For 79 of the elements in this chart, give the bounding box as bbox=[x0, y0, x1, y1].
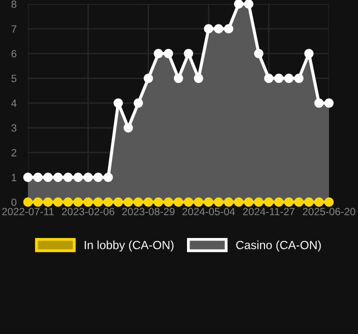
point bbox=[164, 48, 174, 58]
point bbox=[43, 172, 53, 182]
y-tick-label: 1 bbox=[12, 174, 16, 182]
point bbox=[324, 197, 334, 207]
point bbox=[43, 197, 53, 207]
point bbox=[294, 74, 304, 83]
point bbox=[154, 48, 164, 58]
point bbox=[154, 197, 164, 207]
y-tick-label: 5 bbox=[11, 74, 16, 82]
point bbox=[73, 197, 83, 207]
x-tick-label: 2024-05-04 bbox=[182, 208, 235, 216]
point bbox=[124, 123, 133, 132]
y-tick-label: 4 bbox=[11, 100, 17, 107]
point bbox=[304, 197, 314, 207]
x-tick-label: 2023-08-29 bbox=[122, 208, 175, 216]
y-tick-label: 3 bbox=[11, 124, 16, 132]
point bbox=[264, 197, 274, 207]
point bbox=[73, 172, 83, 182]
point bbox=[33, 172, 43, 182]
y-tick-label: 2 bbox=[12, 149, 16, 156]
point bbox=[274, 74, 284, 83]
point bbox=[114, 197, 123, 207]
point bbox=[174, 74, 184, 83]
point bbox=[204, 197, 214, 207]
point bbox=[94, 197, 103, 207]
point bbox=[284, 197, 294, 207]
point bbox=[324, 98, 334, 108]
point bbox=[83, 197, 93, 207]
x-tick-label: 2025-06-20 bbox=[302, 208, 356, 216]
point bbox=[194, 197, 204, 207]
point bbox=[83, 172, 93, 182]
point bbox=[304, 48, 314, 58]
point bbox=[104, 172, 113, 182]
point bbox=[214, 197, 224, 207]
point bbox=[224, 24, 234, 34]
point bbox=[94, 172, 103, 182]
x-tick-label: 2022-07-11 bbox=[2, 208, 54, 216]
point bbox=[184, 197, 194, 207]
point bbox=[274, 197, 284, 207]
point bbox=[234, 197, 244, 207]
point bbox=[23, 197, 33, 207]
point bbox=[184, 48, 194, 58]
legend-label: In lobby (CA-ON) bbox=[84, 240, 174, 252]
x-tick-label: 2024-11-27 bbox=[243, 208, 295, 216]
point bbox=[284, 74, 294, 83]
point bbox=[174, 197, 184, 207]
y-tick-label: 0 bbox=[11, 198, 16, 206]
point bbox=[314, 98, 324, 108]
point bbox=[204, 24, 214, 34]
point bbox=[134, 98, 143, 108]
point bbox=[63, 197, 73, 207]
point bbox=[224, 197, 234, 207]
point bbox=[234, 0, 244, 9]
point bbox=[124, 197, 133, 207]
point bbox=[104, 197, 113, 207]
point bbox=[114, 98, 123, 108]
y-tick-label: 6 bbox=[12, 50, 16, 58]
point bbox=[53, 172, 63, 182]
point bbox=[144, 74, 154, 83]
point bbox=[264, 74, 274, 83]
point bbox=[294, 197, 304, 207]
point bbox=[194, 74, 204, 83]
legend-label: Casino (CA-ON) bbox=[236, 240, 321, 252]
point bbox=[53, 197, 63, 207]
point bbox=[314, 197, 324, 207]
point bbox=[23, 172, 33, 182]
x-tick-label: 2023-02-06 bbox=[62, 208, 114, 216]
point bbox=[144, 197, 154, 207]
point bbox=[63, 172, 73, 182]
point bbox=[254, 48, 264, 58]
point bbox=[244, 0, 254, 9]
y-tick-label: 7 bbox=[12, 25, 16, 33]
point bbox=[254, 197, 264, 207]
point bbox=[33, 197, 43, 207]
point bbox=[134, 197, 143, 207]
point bbox=[164, 197, 174, 207]
point bbox=[214, 24, 224, 34]
point bbox=[244, 197, 254, 207]
y-tick-label: 8 bbox=[11, 0, 16, 8]
